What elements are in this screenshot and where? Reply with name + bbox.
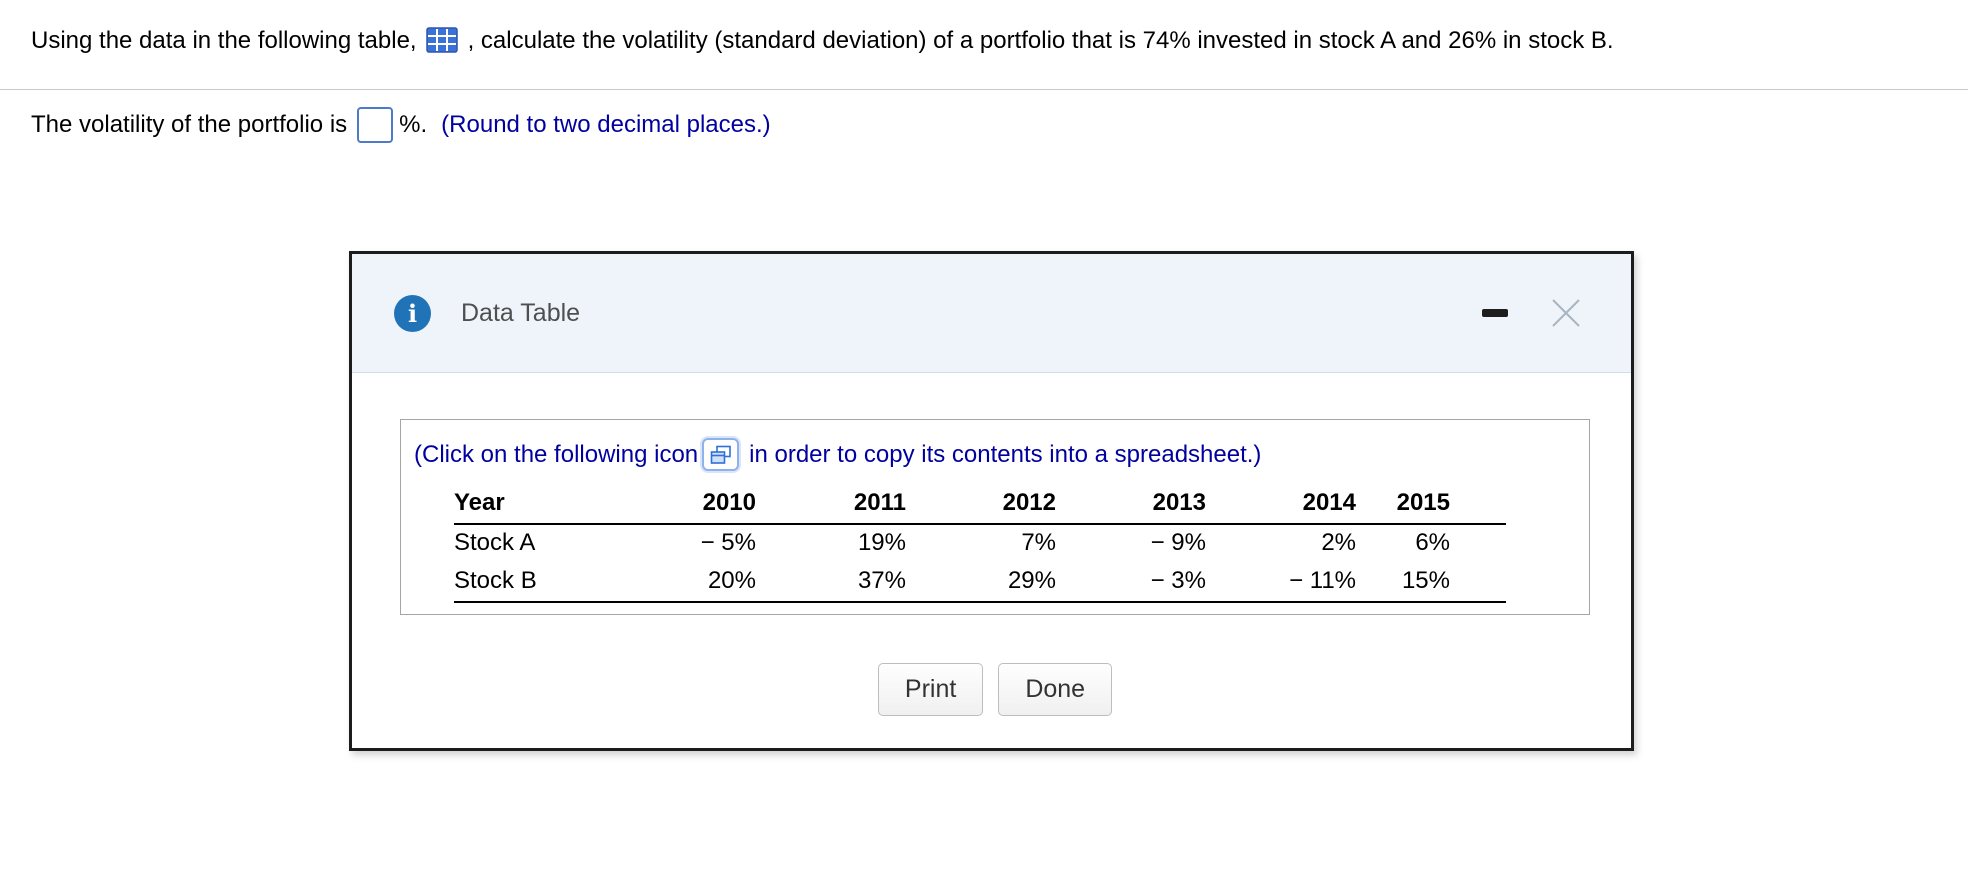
- rounding-hint: (Round to two decimal places.): [441, 111, 771, 138]
- question-text-before-icon: Using the data in the following table,: [31, 27, 417, 54]
- table-header-2013: 2013: [1152, 489, 1206, 516]
- cell: 37%: [857, 567, 906, 594]
- answer-input[interactable]: [357, 107, 394, 143]
- data-table: Year 2010 2011 2012 2013 2014 2015 Stock…: [454, 485, 1506, 603]
- dialog-buttons: Print Done: [400, 663, 1590, 716]
- minimize-dash-icon: [1482, 309, 1508, 317]
- dialog-header: Data Table: [352, 254, 1631, 373]
- table-header-2014: 2014: [1302, 489, 1356, 516]
- dialog-title: Data Table: [461, 298, 581, 327]
- cell: 19%: [857, 529, 906, 556]
- spreadsheet-grid-icon[interactable]: [425, 27, 458, 61]
- question-text-after-icon: , calculate the volatility (standard dev…: [467, 27, 1614, 54]
- cell: − 5%: [700, 529, 756, 556]
- minimize-button[interactable]: [1479, 297, 1511, 329]
- table-panel: (Click on the following icon in order to…: [400, 419, 1590, 615]
- instruction-text-after-icon: in order to copy its contents into a spr…: [749, 440, 1262, 468]
- row-label: Stock A: [454, 529, 536, 556]
- dialog-body: (Click on the following icon in order to…: [352, 373, 1631, 716]
- cell: − 9%: [1150, 529, 1206, 556]
- cell: 2%: [1321, 529, 1356, 556]
- done-button[interactable]: Done: [998, 663, 1113, 716]
- answer-suffix: %.: [399, 111, 428, 138]
- answer-row: The volatility of the portfolio is %. (R…: [0, 90, 1968, 143]
- table-header-2015: 2015: [1396, 489, 1450, 516]
- cell: − 11%: [1289, 567, 1356, 594]
- copy-to-spreadsheet-icon[interactable]: [702, 438, 740, 471]
- cell: 6%: [1415, 529, 1450, 556]
- window-controls: [1479, 290, 1589, 336]
- row-label: Stock B: [454, 567, 537, 594]
- cell: 15%: [1401, 567, 1450, 594]
- table-header-2011: 2011: [853, 489, 906, 516]
- data-table-dialog: Data Table (Click on the following icon …: [349, 251, 1634, 751]
- cell: 7%: [1021, 529, 1056, 556]
- answer-prefix: The volatility of the portfolio is: [31, 111, 348, 138]
- table-header-2010: 2010: [702, 489, 756, 516]
- instruction-text-before-icon: (Click on the following icon: [414, 440, 699, 468]
- table-header-year: Year: [454, 489, 505, 516]
- table-row-stock-b: Stock B 20% 37% 29% − 3% − 11% 15%: [454, 563, 1506, 602]
- table-header-2012: 2012: [1002, 489, 1056, 516]
- print-button[interactable]: Print: [877, 663, 984, 716]
- close-button[interactable]: [1543, 290, 1589, 336]
- cell: − 3%: [1150, 567, 1206, 594]
- table-header-row: Year 2010 2011 2012 2013 2014 2015: [454, 485, 1506, 524]
- question-section: Using the data in the following table, , …: [0, 0, 1968, 90]
- table-row-stock-a: Stock A − 5% 19% 7% − 9% 2% 6%: [454, 524, 1506, 563]
- close-x-icon: [1552, 299, 1580, 327]
- copy-instruction: (Click on the following icon in order to…: [414, 438, 1589, 471]
- cell: 20%: [707, 567, 756, 594]
- info-icon: [394, 294, 431, 332]
- cell: 29%: [1007, 567, 1056, 594]
